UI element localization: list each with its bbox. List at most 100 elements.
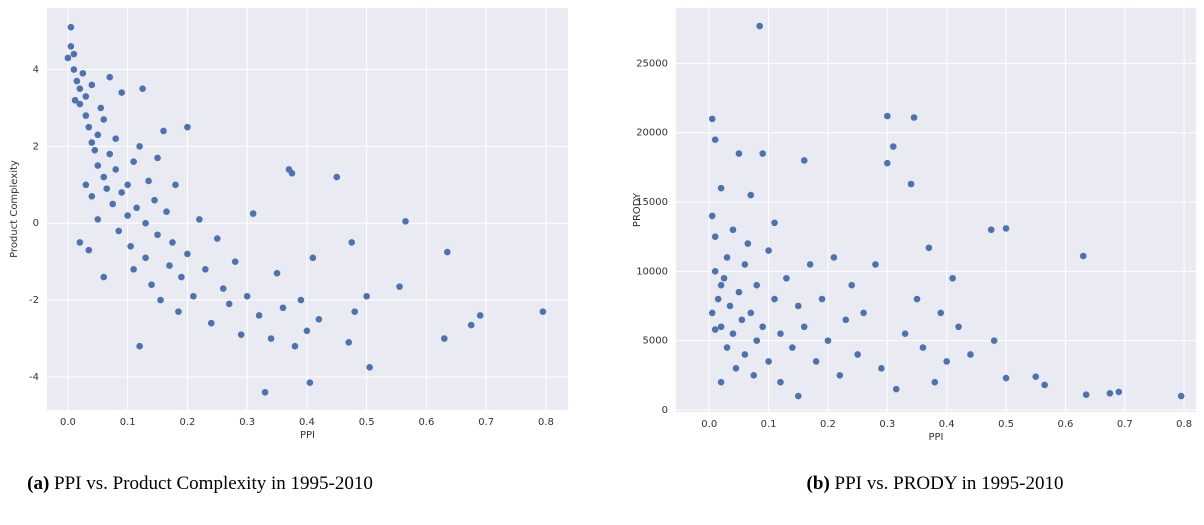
point [800, 323, 808, 331]
point [196, 216, 203, 223]
point [396, 283, 403, 290]
point [76, 85, 84, 93]
x-tick-label: 0.6 [418, 417, 434, 428]
y-tick-label: -2 [29, 295, 39, 306]
x-axis-label: PPI [300, 430, 315, 441]
point [345, 339, 353, 346]
point [441, 335, 448, 342]
point [723, 344, 731, 351]
point [842, 316, 850, 324]
point [747, 191, 755, 199]
point [771, 219, 778, 227]
point [836, 371, 844, 379]
point [444, 248, 451, 256]
point [729, 226, 737, 234]
point [94, 216, 102, 223]
y-tick-label: -4 [29, 372, 39, 383]
point [901, 330, 909, 337]
point [76, 239, 84, 246]
point [169, 239, 176, 246]
point [70, 66, 78, 73]
y-tick-label: 20000 [636, 128, 668, 139]
point [309, 254, 317, 262]
point [848, 281, 856, 289]
point [82, 181, 90, 189]
point [163, 208, 170, 215]
point [744, 240, 752, 247]
point [154, 154, 161, 162]
point [249, 210, 257, 217]
point [88, 81, 96, 89]
point [67, 23, 75, 31]
point [124, 212, 131, 219]
x-tick-label: 0.7 [478, 417, 494, 428]
point [708, 212, 716, 220]
x-tick-label: 0.2 [179, 417, 195, 428]
point [288, 169, 296, 177]
point [82, 112, 90, 119]
y-tick-label: 4 [33, 64, 39, 75]
point [85, 246, 93, 254]
x-tick-label: 0.8 [538, 417, 554, 428]
y-axis-label: PRODY [632, 192, 643, 227]
point [910, 114, 918, 121]
point [79, 70, 87, 77]
point [348, 239, 356, 246]
point [154, 231, 161, 239]
point [225, 300, 233, 308]
x-tick-label: 0.0 [60, 417, 76, 428]
point [990, 337, 998, 344]
point [291, 342, 299, 350]
point [741, 351, 749, 358]
point [115, 227, 122, 235]
caption-label: (b) [807, 473, 830, 494]
point [273, 269, 281, 277]
point [202, 266, 209, 273]
point [919, 344, 927, 351]
caption: (a) PPI vs. Product Complexity in 1995-2… [27, 473, 373, 494]
point [711, 136, 719, 143]
point [711, 326, 719, 333]
caption: (b) PPI vs. PRODY in 1995-2010 [807, 473, 1064, 494]
point [931, 378, 939, 386]
point [759, 150, 766, 157]
point [747, 309, 755, 317]
y-tick-label: 2 [33, 141, 39, 152]
point [884, 159, 891, 167]
point [967, 351, 974, 358]
point [800, 157, 808, 164]
y-tick-label: 0 [662, 405, 668, 416]
point [297, 296, 305, 304]
point [315, 316, 323, 323]
point [130, 158, 137, 166]
point [219, 285, 227, 292]
point [363, 292, 370, 300]
point [136, 342, 143, 350]
y-tick-label: 0 [33, 218, 39, 229]
x-tick-label: 0.4 [299, 417, 315, 428]
point [306, 379, 314, 387]
point [255, 312, 263, 319]
plot-background [47, 8, 568, 410]
point [100, 116, 108, 123]
point [67, 43, 75, 50]
point [145, 177, 152, 185]
x-tick-label: 0.6 [1057, 419, 1073, 430]
point [892, 385, 900, 393]
point [794, 392, 802, 400]
point [142, 254, 149, 262]
y-tick-label: 15000 [636, 197, 668, 208]
point [160, 127, 167, 135]
point [213, 235, 221, 242]
point [789, 344, 796, 351]
point [783, 274, 790, 282]
point [151, 196, 158, 204]
point [1002, 374, 1010, 382]
point [73, 77, 81, 85]
point [860, 309, 867, 317]
x-tick-label: 0.5 [998, 419, 1014, 430]
point [726, 302, 734, 310]
point [184, 123, 191, 131]
y-tick-label: 5000 [643, 336, 668, 347]
point [714, 295, 722, 303]
